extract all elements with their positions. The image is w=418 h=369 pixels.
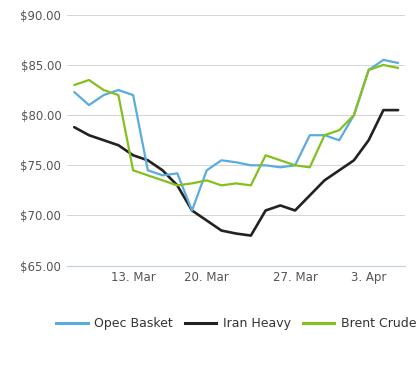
Legend: Opec Basket, Iran Heavy, Brent Crude: Opec Basket, Iran Heavy, Brent Crude — [51, 312, 418, 335]
